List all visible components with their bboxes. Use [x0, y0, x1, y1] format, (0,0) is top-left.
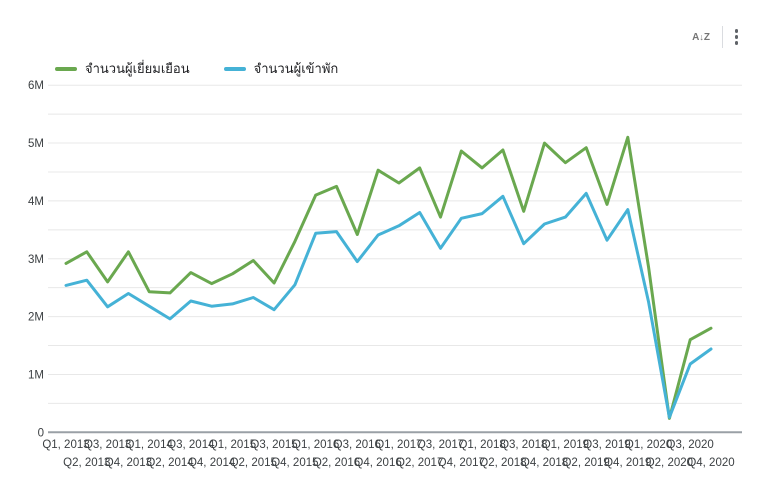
- y-tick-label: 1M: [28, 369, 44, 381]
- x-tick-label: Q1, 2019: [542, 439, 589, 451]
- x-tick-label: Q1, 2016: [292, 439, 339, 451]
- x-tick-label: Q3, 2017: [417, 439, 464, 451]
- x-tick-label: Q3, 2013: [84, 439, 131, 451]
- x-tick-label: Q2, 2014: [146, 457, 194, 469]
- x-tick-label: Q1, 2014: [126, 439, 174, 451]
- x-tick-label: Q4, 2020: [687, 457, 734, 469]
- legend-item-visitors: จำนวนผู้เยี่ยมเยือน: [55, 58, 190, 79]
- y-tick-label: 5M: [28, 138, 44, 150]
- x-tick-label: Q4, 2018: [521, 457, 568, 469]
- toolbar-divider: [721, 26, 723, 48]
- x-tick-label: Q1, 2013: [42, 439, 89, 451]
- y-tick-label: 2M: [28, 312, 44, 324]
- sort-az-icon[interactable]: A ↓ Z: [690, 30, 711, 45]
- y-axis-labels: 0 1M 2M 3M 4M 5M 6M: [28, 80, 44, 439]
- y-tick-label: 3M: [28, 254, 44, 266]
- x-tick-label: Q4, 2017: [438, 457, 485, 469]
- x-tick-label: Q3, 2019: [583, 439, 630, 451]
- x-tick-label: Q2, 2020: [646, 457, 693, 469]
- guests-series-label: จำนวนผู้เข้าพัก: [253, 61, 339, 76]
- y-tick-label: 4M: [28, 196, 44, 208]
- x-tick-label: Q1, 2017: [375, 439, 422, 451]
- x-tick-label: Q2, 2018: [479, 457, 526, 469]
- x-tick-label: Q3, 2020: [667, 439, 714, 451]
- x-tick-label: Q1, 2020: [625, 439, 672, 451]
- x-tick-label: Q3, 2015: [250, 439, 297, 451]
- visitors-series-swatch: [55, 66, 77, 71]
- x-tick-label: Q3, 2014: [167, 439, 215, 451]
- visitors-series-label: จำนวนผู้เยี่ยมเยือน: [85, 61, 190, 76]
- x-axis-labels: Q1, 2013 Q2, 2013 Q3, 2013 Q4, 2013 Q1, 2014…: [42, 439, 734, 469]
- x-tick-label: Q4, 2019: [604, 457, 651, 469]
- legend-item-guests: จำนวนผู้เข้าพัก: [223, 58, 339, 79]
- x-tick-label: Q2, 2016: [313, 457, 360, 469]
- sort-letter-a: A: [692, 31, 699, 43]
- chart-legend: จำนวนผู้เยี่ยมเยือน จำนวนผู้เข้าพัก: [55, 58, 372, 79]
- kebab-dots: [734, 29, 738, 45]
- guests-series-swatch: [223, 66, 246, 71]
- x-tick-label: Q4, 2015: [271, 457, 318, 469]
- sort-down-arrow-icon: ↓: [699, 32, 704, 42]
- series-line-0[interactable]: [64, 135, 713, 420]
- x-tick-label: Q1, 2015: [209, 439, 256, 451]
- x-tick-label: Q4, 2014: [188, 457, 236, 469]
- y-tick-label: 6M: [28, 80, 44, 92]
- x-tick-label: Q3, 2018: [500, 439, 547, 451]
- x-tick-label: Q1, 2018: [458, 439, 505, 451]
- x-tick-label: Q3, 2016: [334, 439, 381, 451]
- series-line-1[interactable]: [64, 191, 713, 419]
- chart-toolbar: A ↓ Z: [690, 26, 740, 48]
- x-tick-label: Q2, 2013: [63, 457, 110, 469]
- x-tick-label: Q2, 2015: [230, 457, 277, 469]
- x-tick-label: Q2, 2019: [562, 457, 609, 469]
- more-options-kebab-icon[interactable]: [733, 27, 741, 47]
- sort-letter-z: Z: [703, 31, 710, 43]
- x-tick-label: Q4, 2013: [105, 457, 152, 469]
- y-tick-label: 0: [38, 427, 44, 439]
- x-tick-label: Q2, 2017: [396, 457, 443, 469]
- x-tick-label: Q4, 2016: [354, 457, 401, 469]
